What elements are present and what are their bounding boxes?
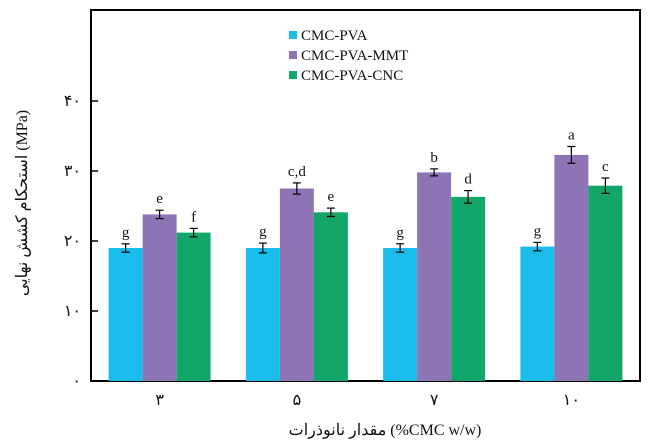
bar [451,196,486,381]
x-tick-label: ۳ [155,392,164,409]
bar [520,246,555,381]
significance-label: c [602,159,609,175]
significance-label: g [534,223,542,239]
bar [554,154,589,381]
significance-label: g [122,225,130,241]
plot-axes: ۰ ۱۰ ۲۰ ۳۰ ۴۰ ۳ ۵ ۷ ۱۰ [64,9,641,409]
significance-label: e [156,191,163,207]
significance-label: c,d [288,164,306,180]
legend-label: CMC-PVA-MMT [301,48,408,64]
legend-swatch [289,31,297,39]
y-tick-label: ۱۰ [64,303,81,320]
legend-swatch [289,51,297,59]
bar-group: g b d [383,150,486,381]
significance-label: b [430,150,438,166]
bar [313,212,348,381]
y-tick-label: ۴۰ [64,93,81,110]
x-tick-label: ۷ [430,392,439,409]
y-tick-label: ۳۰ [64,163,81,180]
legend-label: CMC-PVA-CNC [301,68,403,84]
bar [588,185,623,381]
bar-group: g c,d e [245,164,348,381]
legend: CMC-PVA CMC-PVA-MMT CMC-PVA-CNC [289,28,408,84]
bar-group: g a c [520,128,623,381]
legend-label: CMC-PVA [301,28,368,44]
x-tick-label: ۱۰ [563,392,580,409]
x-tick-label: ۵ [293,392,302,409]
legend-item: CMC-PVA-MMT [289,48,408,64]
bar [142,214,177,381]
significance-label: g [396,225,404,241]
plot-frame [90,9,641,382]
bar [383,248,418,381]
legend-item: CMC-PVA-CNC [289,68,403,84]
significance-label: f [191,209,196,225]
significance-label: e [328,189,335,205]
bar [279,188,314,381]
bar-group: g e f [108,191,211,381]
significance-label: g [259,224,267,240]
y-tick-label: ۲۰ [64,233,81,250]
bar [176,232,211,381]
significance-label: d [464,172,472,188]
bar-groups: g e f g c,d e g b d g a c [108,128,623,381]
y-tick-label: ۰ [72,373,81,390]
significance-label: a [568,128,575,144]
y-axis-title: استحکام کشش نهایی (MPa) [14,110,31,296]
bar [245,248,280,381]
bar [108,248,143,381]
legend-item: CMC-PVA [289,28,368,44]
x-axis-title: مقدار نانوذرات (%CMC w/w) [289,422,482,439]
legend-swatch [289,71,297,79]
bar [417,172,452,381]
